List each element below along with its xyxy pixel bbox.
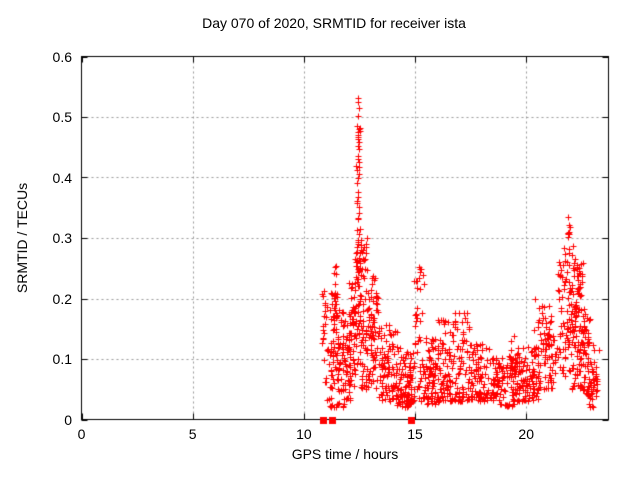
y-tick-label-4: 0.4 — [52, 169, 72, 186]
x-tick-label-1: 5 — [188, 426, 197, 442]
y-tick-label-0: 0 — [64, 411, 72, 428]
x-axis-label: GPS time / hours — [291, 446, 399, 462]
y-tick-label-5: 0.5 — [52, 109, 72, 125]
x-tick-label-4: 20 — [518, 426, 534, 442]
y-tick-label-2: 0.2 — [52, 290, 72, 307]
y-tick-label-3: 0.3 — [52, 230, 72, 246]
y-tick-label-6: 0.6 — [52, 48, 72, 65]
x-tick-label-2: 10 — [296, 426, 312, 442]
chart-title: Day 070 of 2020, SRMTID for receiver ist… — [202, 15, 466, 31]
x-tick-label-3: 15 — [407, 426, 423, 442]
x-tick-label-0: 0 — [77, 426, 86, 442]
y-tick-label-1: 0.1 — [52, 351, 72, 367]
